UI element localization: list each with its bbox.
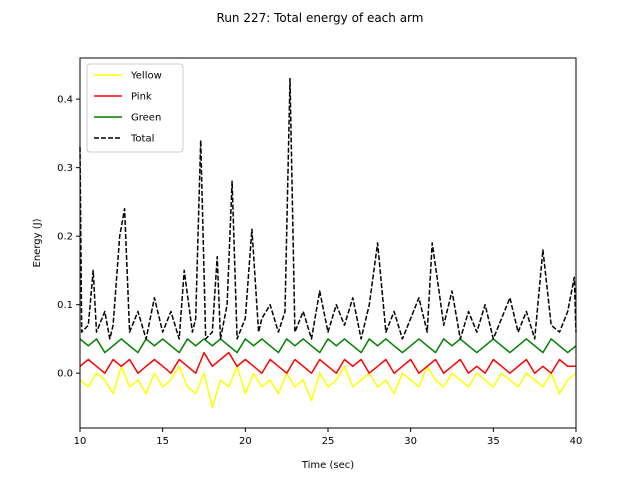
y-axis: 0.0 0.1 0.2 0.3 0.4 bbox=[57, 95, 80, 380]
x-tick-label: 20 bbox=[239, 436, 252, 447]
series-line-yellow bbox=[79, 365, 577, 409]
legend-label-green: Green bbox=[131, 113, 161, 124]
legend-label-yellow: Yellow bbox=[130, 71, 162, 82]
y-axis-label: Energy (J) bbox=[32, 218, 43, 267]
y-tick-label: 0.2 bbox=[57, 232, 73, 243]
x-tick-label: 40 bbox=[570, 436, 583, 447]
legend-frame bbox=[86, 63, 184, 153]
legend-label-pink: Pink bbox=[131, 92, 152, 103]
y-tick-label: 0.1 bbox=[57, 300, 73, 311]
y-tick-label: 0.3 bbox=[57, 163, 73, 174]
plot-area bbox=[79, 77, 577, 409]
y-tick-label: 0.4 bbox=[57, 95, 73, 106]
x-tick-label: 15 bbox=[156, 436, 169, 447]
series-line-pink bbox=[79, 351, 576, 374]
series-line-total bbox=[79, 77, 577, 340]
legend-label-total: Total bbox=[130, 134, 154, 145]
chart-title: Run 227: Total energy of each arm bbox=[217, 11, 424, 25]
x-tick-label: 30 bbox=[404, 436, 417, 447]
y-tick-label: 0.0 bbox=[57, 369, 73, 380]
x-tick-label: 25 bbox=[322, 436, 335, 447]
x-tick-label: 10 bbox=[74, 436, 87, 447]
x-axis-label: Time (sec) bbox=[301, 460, 354, 471]
legend: Yellow Pink Green Total bbox=[86, 63, 184, 153]
x-axis: 10 15 20 25 30 35 40 bbox=[74, 428, 583, 447]
x-tick-label: 35 bbox=[487, 436, 500, 447]
series-line-green bbox=[79, 338, 577, 354]
